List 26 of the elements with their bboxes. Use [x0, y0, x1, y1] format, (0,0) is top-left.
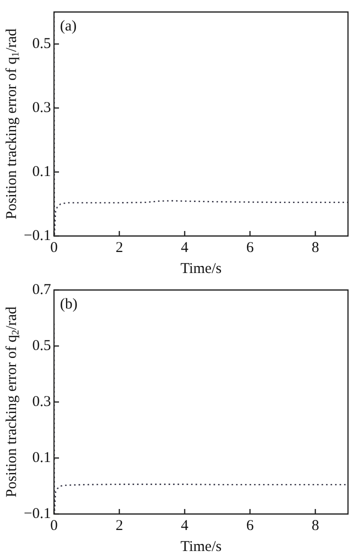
x-tick-label: 4 [180, 240, 189, 256]
x-tick-label: 4 [180, 518, 189, 534]
y-tick-label: 0.3 [32, 100, 51, 116]
x-tick-label: 8 [312, 240, 320, 256]
x-tick-label: 8 [312, 518, 320, 534]
x-tick-label: 0 [50, 518, 58, 534]
annotation: (a) [60, 18, 77, 34]
x-axis-title: Time/s [180, 538, 222, 555]
y-tick-label: −0.1 [24, 228, 51, 244]
x-tick-label: 0 [50, 240, 58, 256]
y-tick-label: 0.1 [32, 164, 51, 180]
x-axis-title: Time/s [180, 260, 222, 277]
x-tick-label: 2 [116, 518, 124, 534]
annotation: (b) [60, 296, 78, 312]
y-tick-label: 0.5 [32, 36, 51, 52]
x-tick-label: 2 [116, 240, 124, 256]
x-tick-label: 6 [246, 518, 254, 534]
y-tick-label: 0.3 [32, 394, 51, 410]
y-tick-label: −0.1 [24, 506, 51, 522]
y-tick-label: 0.7 [32, 282, 52, 298]
y-axis-title: Position tracking error of q1/rad [4, 28, 22, 220]
x-tick-label: 6 [246, 240, 254, 256]
y-tick-label: 0.5 [32, 338, 51, 354]
line-series [54, 12, 348, 236]
y-tick-label: 0.1 [32, 450, 51, 466]
y-axis-title: Position tracking error of q2/rad [4, 306, 22, 498]
